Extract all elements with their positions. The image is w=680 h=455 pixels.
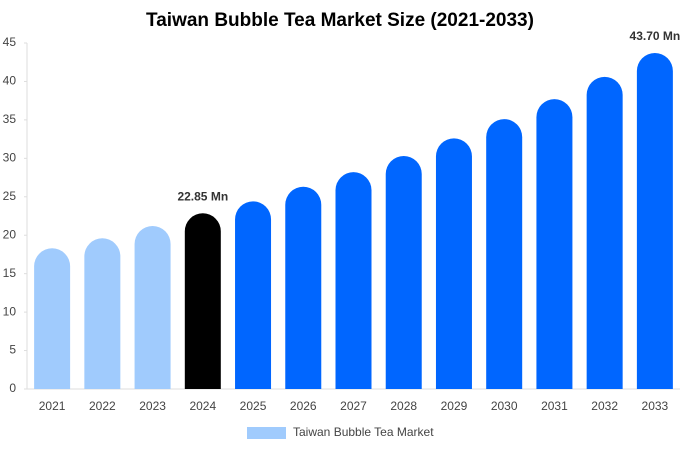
bar: [385, 156, 422, 389]
value-label: 43.70 Mn: [630, 29, 680, 43]
bar: [335, 172, 372, 389]
y-tick-label: 20: [3, 227, 17, 241]
bar: [134, 225, 171, 389]
x-tick-label: 2028: [390, 399, 417, 413]
x-tick-label: 2021: [39, 399, 66, 413]
legend-swatch: [247, 427, 286, 439]
x-tick-label: 2024: [189, 399, 216, 413]
x-tick-label: 2032: [591, 399, 618, 413]
bar: [184, 213, 221, 389]
y-tick-label: 5: [9, 343, 16, 357]
x-tick-label: 2025: [240, 399, 267, 413]
y-tick-label: 35: [3, 112, 17, 126]
x-tick-label: 2030: [491, 399, 518, 413]
x-tick-label: 2026: [290, 399, 317, 413]
bar: [636, 52, 673, 390]
x-tick-label: 2027: [340, 399, 367, 413]
y-tick-label: 40: [3, 74, 17, 88]
y-tick-label: 45: [3, 35, 17, 49]
bar: [235, 201, 272, 389]
bar: [486, 119, 523, 389]
y-tick-label: 30: [3, 151, 17, 165]
bar: [34, 248, 71, 389]
x-tick-label: 2022: [89, 399, 116, 413]
y-tick-label: 10: [3, 304, 17, 318]
x-tick-label: 2031: [541, 399, 568, 413]
chart-title: Taiwan Bubble Tea Market Size (2021-2033…: [146, 10, 534, 31]
bar: [435, 138, 472, 389]
x-tick-label: 2029: [441, 399, 468, 413]
y-tick-label: 0: [9, 381, 16, 395]
x-tick-label: 2023: [139, 399, 166, 413]
bar: [84, 238, 121, 389]
bar: [586, 76, 623, 389]
legend-label: Taiwan Bubble Tea Market: [293, 425, 434, 439]
bar: [536, 99, 573, 389]
value-label: 22.85 Mn: [177, 189, 228, 203]
y-tick-label: 15: [3, 266, 17, 280]
y-tick-label: 25: [3, 189, 17, 203]
bar: [285, 186, 322, 389]
x-tick-label: 2033: [642, 399, 669, 413]
